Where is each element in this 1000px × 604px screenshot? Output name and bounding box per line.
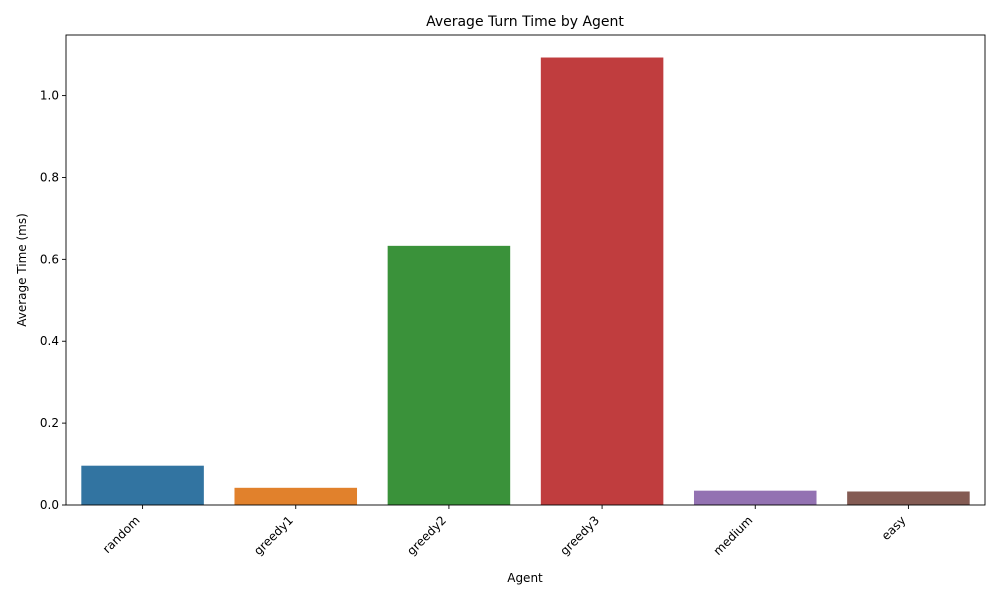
- bar-greedy3: [540, 57, 664, 505]
- x-tick-label-medium: medium: [711, 513, 756, 558]
- y-tick-label: 1.0: [40, 89, 59, 103]
- y-tick-label: 0.6: [40, 252, 59, 266]
- x-tick-label-greedy3: greedy3: [557, 513, 602, 558]
- y-tick-label: 0.8: [40, 170, 59, 184]
- y-axis: 0.0 0.2 0.4 0.6 0.8 1.0: [40, 89, 66, 512]
- bar-random: [81, 465, 204, 505]
- bar-easy: [847, 491, 970, 505]
- plot-frame: [65, 34, 986, 506]
- y-tick-label: 0.2: [40, 416, 59, 430]
- y-tick-label: 0.0: [40, 498, 59, 512]
- bar-greedy2: [387, 245, 511, 505]
- chart-title: Average Turn Time by Agent: [426, 14, 624, 30]
- x-tick-label-greedy2: greedy2: [404, 513, 449, 558]
- x-tick-label-random: random: [100, 513, 143, 556]
- bars-group: [81, 57, 970, 505]
- y-axis-label: Average Time (ms): [15, 213, 29, 327]
- y-tick-label: 0.4: [40, 334, 59, 348]
- x-axis: random greedy1 greedy2 greedy3 medium easy: [100, 505, 909, 558]
- bar-greedy1: [234, 487, 358, 505]
- x-axis-label: Agent: [507, 571, 543, 585]
- bar-medium: [693, 490, 817, 505]
- x-tick-label-greedy1: greedy1: [251, 513, 296, 558]
- x-tick-label-easy: easy: [879, 513, 909, 543]
